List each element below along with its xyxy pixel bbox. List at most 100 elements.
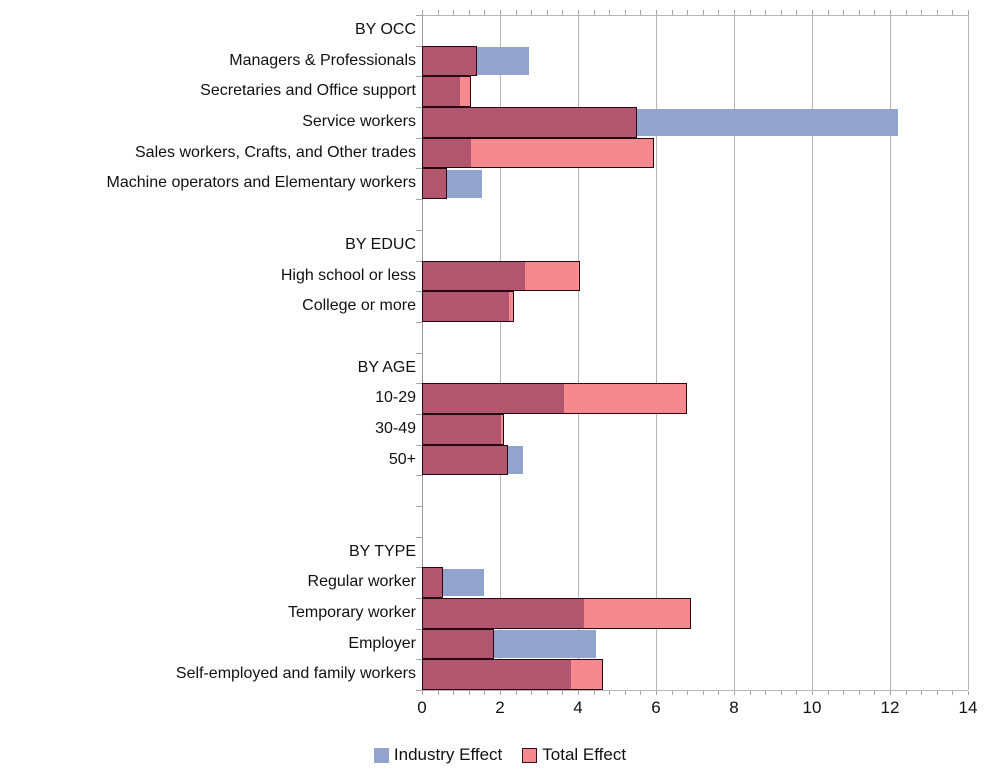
x-minor-tick-bottom bbox=[484, 691, 486, 695]
x-minor-tick-bottom bbox=[952, 691, 954, 695]
overlap-segment bbox=[423, 599, 584, 628]
legend-label-total-effect: Total Effect bbox=[542, 745, 627, 764]
x-minor-tick-bottom bbox=[593, 691, 595, 695]
x-minor-tick-top bbox=[968, 10, 969, 15]
total-effect-bar bbox=[422, 168, 448, 200]
x-minor-tick-top bbox=[656, 10, 657, 15]
plot-top-border bbox=[422, 15, 968, 16]
y-category-tick bbox=[416, 168, 422, 170]
x-minor-tick-top bbox=[734, 10, 735, 15]
x-minor-tick-top bbox=[422, 10, 423, 15]
total-effect-bar bbox=[422, 567, 444, 598]
x-minor-tick-top bbox=[640, 10, 642, 15]
bar-row bbox=[422, 567, 968, 598]
x-minor-tick-top bbox=[827, 10, 829, 15]
gridline-x-6 bbox=[656, 15, 657, 690]
total-effect-bar bbox=[422, 76, 471, 108]
x-minor-tick-bottom bbox=[437, 691, 439, 695]
x-minor-tick-bottom bbox=[843, 691, 845, 695]
x-minor-tick-bottom bbox=[968, 691, 969, 695]
total-effect-bar bbox=[422, 260, 580, 292]
bar-row bbox=[422, 260, 968, 292]
x-minor-tick-bottom bbox=[718, 691, 720, 695]
x-minor-tick-top bbox=[453, 10, 455, 15]
x-minor-tick-bottom bbox=[531, 691, 533, 695]
total-effect-bar bbox=[422, 598, 692, 629]
category-label: Managers & Professionals bbox=[229, 51, 416, 69]
gridline-x-10 bbox=[812, 15, 813, 690]
plot-right-border bbox=[968, 15, 969, 690]
category-label: Temporary worker bbox=[287, 604, 416, 621]
x-minor-tick-top bbox=[749, 10, 751, 15]
y-category-tick bbox=[416, 291, 422, 293]
x-minor-tick-top bbox=[843, 10, 845, 15]
y-category-tick bbox=[416, 107, 422, 108]
category-label: 50+ bbox=[388, 450, 416, 468]
x-axis-tick-label: 10 bbox=[802, 698, 822, 717]
x-minor-tick-top bbox=[858, 10, 860, 15]
bar-row bbox=[422, 137, 968, 169]
x-minor-tick-bottom bbox=[453, 691, 455, 695]
category-label: 10-29 bbox=[375, 389, 416, 407]
overlap-segment bbox=[423, 568, 443, 597]
bar-row bbox=[422, 107, 968, 138]
x-minor-tick-bottom bbox=[687, 691, 689, 695]
gridline-x-12 bbox=[890, 15, 891, 690]
total-effect-bar bbox=[422, 413, 504, 445]
y-category-tick bbox=[416, 260, 422, 262]
overlap-segment bbox=[423, 384, 565, 413]
bar-row bbox=[422, 291, 968, 322]
y-axis-line bbox=[422, 15, 423, 691]
x-minor-tick-top bbox=[624, 10, 626, 15]
overlap-segment bbox=[423, 660, 572, 689]
overlap-segment bbox=[423, 414, 501, 444]
x-minor-tick-bottom bbox=[671, 691, 673, 695]
y-category-tick bbox=[416, 536, 422, 538]
total-effect-bar bbox=[422, 291, 514, 322]
y-category-tick bbox=[416, 45, 422, 47]
overlap-segment bbox=[423, 445, 507, 475]
x-minor-tick-bottom bbox=[578, 691, 579, 695]
x-minor-tick-bottom bbox=[468, 691, 470, 695]
y-category-tick bbox=[416, 137, 422, 139]
total-effect-bar bbox=[422, 45, 477, 77]
x-minor-tick-top bbox=[593, 10, 595, 15]
y-category-tick bbox=[416, 199, 422, 201]
gridline-x-4 bbox=[578, 15, 579, 690]
y-category-tick bbox=[416, 413, 422, 415]
total-effect-bar bbox=[422, 444, 508, 476]
legend-swatch-industry-effect-icon bbox=[373, 747, 389, 763]
x-minor-tick-bottom bbox=[905, 691, 907, 695]
bar-row bbox=[422, 628, 968, 660]
x-minor-tick-bottom bbox=[874, 691, 876, 695]
x-axis-tick-label: 14 bbox=[958, 698, 978, 717]
x-minor-tick-bottom bbox=[546, 691, 548, 695]
y-category-tick bbox=[416, 475, 422, 477]
total-effect-bar bbox=[422, 628, 495, 660]
gridline-x-2 bbox=[500, 15, 501, 690]
x-minor-tick-bottom bbox=[921, 691, 923, 695]
y-category-tick bbox=[416, 628, 422, 630]
overlap-segment bbox=[423, 261, 526, 291]
x-minor-tick-bottom bbox=[702, 691, 704, 695]
category-label: Regular worker bbox=[307, 573, 416, 591]
x-minor-tick-bottom bbox=[640, 691, 642, 695]
bar-row bbox=[422, 659, 968, 690]
overlap-segment bbox=[423, 629, 494, 659]
gridline-x-8 bbox=[734, 15, 735, 690]
x-minor-tick-top bbox=[578, 10, 579, 15]
x-minor-tick-top bbox=[765, 10, 767, 15]
category-label: Service workers bbox=[302, 113, 416, 130]
category-label: College or more bbox=[302, 297, 416, 315]
x-axis-tick-label: 12 bbox=[880, 698, 900, 717]
x-minor-tick-bottom bbox=[515, 691, 517, 695]
overlap-segment bbox=[423, 77, 461, 107]
x-minor-tick-top bbox=[484, 10, 486, 15]
x-minor-tick-top bbox=[812, 10, 813, 15]
x-minor-tick-top bbox=[780, 10, 782, 15]
x-axis-tick-label: 4 bbox=[573, 698, 583, 717]
x-minor-tick-bottom bbox=[500, 691, 501, 695]
x-minor-tick-bottom bbox=[562, 691, 564, 695]
x-minor-tick-top bbox=[671, 10, 673, 15]
